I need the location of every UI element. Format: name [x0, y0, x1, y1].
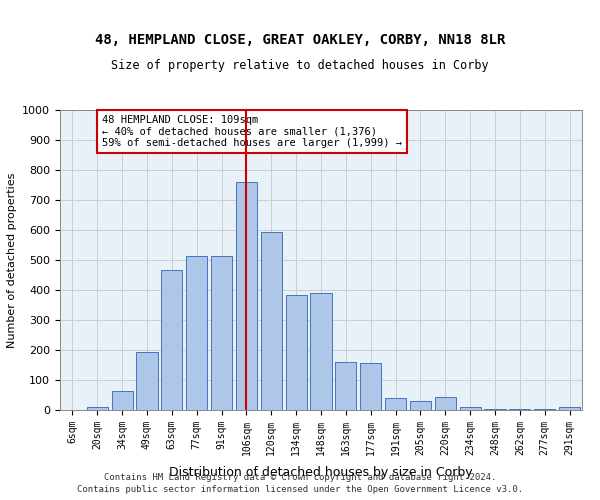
- Text: Contains HM Land Registry data © Crown copyright and database right 2024.: Contains HM Land Registry data © Crown c…: [104, 473, 496, 482]
- Bar: [310, 293, 332, 410]
- Bar: [559, 407, 580, 410]
- Text: 48 HEMPLAND CLOSE: 109sqm
← 40% of detached houses are smaller (1,376)
59% of se: 48 HEMPLAND CLOSE: 109sqm ← 40% of detac…: [102, 115, 402, 148]
- Bar: [484, 408, 506, 410]
- Bar: [509, 408, 530, 410]
- Bar: [410, 401, 431, 410]
- Bar: [360, 362, 381, 410]
- Bar: [161, 270, 182, 410]
- Bar: [186, 256, 207, 410]
- Bar: [261, 232, 282, 410]
- Bar: [435, 396, 456, 410]
- Bar: [534, 408, 555, 410]
- Bar: [335, 362, 356, 410]
- Bar: [87, 407, 108, 410]
- Text: Size of property relative to detached houses in Corby: Size of property relative to detached ho…: [111, 58, 489, 71]
- Bar: [136, 352, 158, 410]
- Y-axis label: Number of detached properties: Number of detached properties: [7, 172, 17, 348]
- X-axis label: Distribution of detached houses by size in Corby: Distribution of detached houses by size …: [169, 466, 473, 479]
- Bar: [460, 407, 481, 410]
- Bar: [236, 182, 257, 410]
- Bar: [385, 398, 406, 410]
- Bar: [112, 390, 133, 410]
- Bar: [286, 294, 307, 410]
- Text: 48, HEMPLAND CLOSE, GREAT OAKLEY, CORBY, NN18 8LR: 48, HEMPLAND CLOSE, GREAT OAKLEY, CORBY,…: [95, 33, 505, 47]
- Text: Contains public sector information licensed under the Open Government Licence v3: Contains public sector information licen…: [77, 486, 523, 494]
- Bar: [211, 256, 232, 410]
